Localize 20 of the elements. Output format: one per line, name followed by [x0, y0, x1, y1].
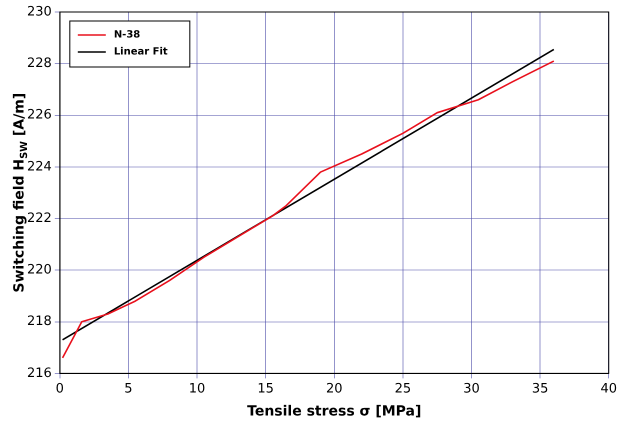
x-tick-label: 5 [124, 382, 133, 397]
y-tick-label: 228 [26, 56, 52, 72]
y-tick-label: 216 [26, 366, 52, 381]
y-tick-label: 230 [26, 4, 52, 20]
legend-label: N-38 [114, 30, 140, 41]
legend-label: Linear Fit [114, 46, 168, 58]
y-tick-label: 224 [26, 159, 52, 174]
y-tick-label: 226 [26, 108, 52, 123]
x-tick-label: 20 [326, 382, 343, 397]
y-tick-label: 220 [26, 262, 52, 278]
y-tick-label: 222 [26, 210, 52, 226]
x-tick-label: 15 [257, 382, 274, 397]
x-axis-title: Tensile stress σ [MPa] [247, 404, 422, 420]
y-tick-label: 218 [26, 314, 52, 330]
x-tick-label: 25 [394, 382, 412, 397]
x-tick-label: 40 [600, 382, 617, 397]
x-tick-label: 0 [56, 382, 64, 397]
x-tick-label: 30 [463, 382, 480, 397]
x-tick-label: 35 [532, 382, 548, 397]
x-tick-label: 10 [188, 382, 206, 397]
